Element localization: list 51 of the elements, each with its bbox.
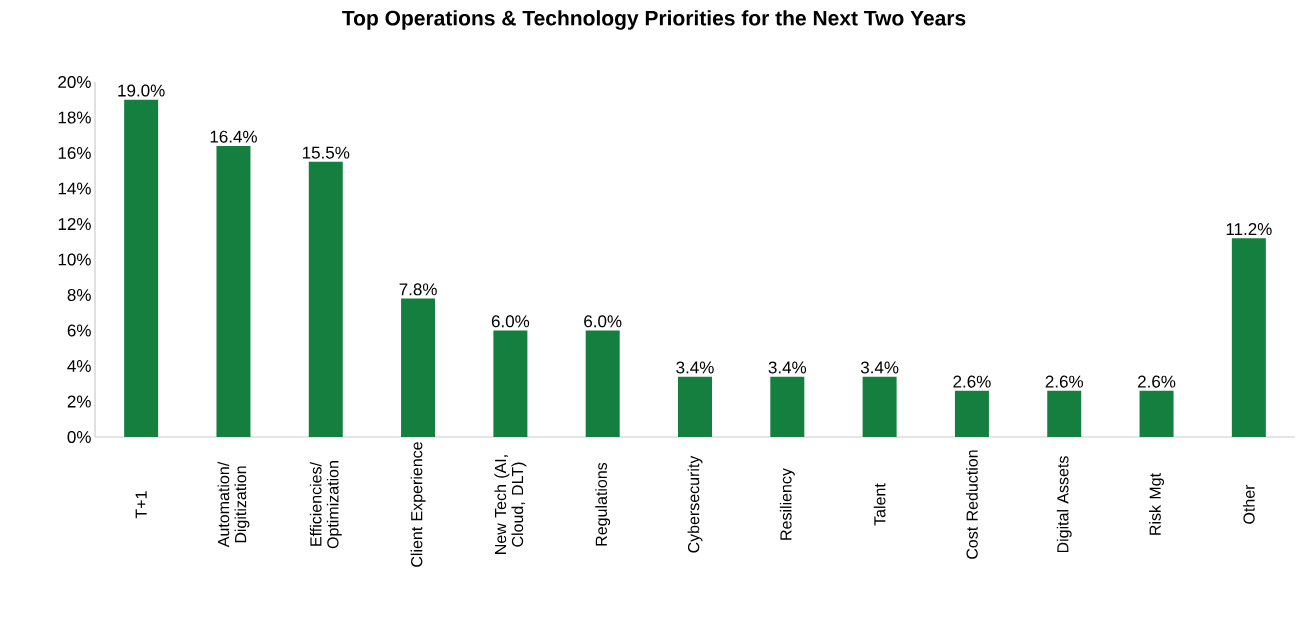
- x-tick-label: Talent: [873, 483, 886, 526]
- bar: [954, 390, 989, 437]
- x-tick-label: Efficiencies/ Optimization: [309, 461, 342, 549]
- x-tick-label: Regulations: [595, 462, 611, 546]
- y-tick-label: 16%: [58, 146, 91, 160]
- y-tick-label: 18%: [58, 111, 91, 124]
- bar: [493, 330, 528, 437]
- data-label: 6.0%: [491, 315, 530, 328]
- bar: [216, 145, 251, 437]
- x-tick-label: Cost Reduction: [966, 450, 978, 559]
- data-label: 16.4%: [210, 130, 257, 143]
- data-label: 3.4%: [860, 361, 899, 374]
- x-tick-label: T+1: [135, 491, 147, 519]
- y-tick-label: 0%: [67, 430, 91, 444]
- x-tick-label: Automation/ Digitization: [217, 461, 250, 548]
- y-tick-label: 20%: [58, 75, 91, 89]
- data-label: 2.6%: [1138, 375, 1176, 388]
- bar: [1047, 390, 1082, 437]
- data-label: 15.5%: [302, 146, 350, 159]
- data-label: 6.0%: [584, 315, 622, 328]
- bar: [770, 376, 805, 437]
- data-label: 2.6%: [953, 375, 991, 388]
- data-label: 7.8%: [399, 283, 437, 296]
- x-tick-label: Resiliency: [779, 468, 795, 540]
- x-tick-label: Other: [1242, 484, 1255, 524]
- x-tick-label: New Tech (AI, Cloud, DLT): [494, 455, 527, 554]
- bar: [401, 298, 436, 437]
- bar: [678, 376, 712, 437]
- data-label: 11.2%: [1226, 223, 1272, 235]
- y-tick-label: 4%: [67, 360, 91, 372]
- bar: [308, 161, 343, 437]
- x-tick-label: Cybersecurity: [687, 455, 703, 553]
- data-label: 3.4%: [768, 361, 807, 374]
- y-tick-label: 12%: [58, 218, 91, 230]
- bar: [585, 330, 620, 437]
- y-tick-label: 14%: [58, 182, 91, 195]
- bar: [124, 99, 159, 437]
- bar: [862, 376, 897, 437]
- y-tick-label: 6%: [67, 324, 91, 337]
- x-tick-label: Risk Mgt: [1149, 473, 1164, 535]
- y-tick-label: 10%: [58, 253, 91, 266]
- x-tick-label: Digital Assets: [1056, 456, 1072, 553]
- y-tick-label: 2%: [67, 395, 91, 408]
- data-label: 3.4%: [676, 361, 714, 374]
- y-tick-label: 8%: [67, 288, 91, 302]
- chart-title: Top Operations & Technology Priorities for the Next Two Years: [342, 10, 966, 30]
- data-label: 19.0%: [118, 84, 165, 97]
- x-tick-label: Client Experience: [410, 442, 426, 567]
- bar: [1139, 390, 1174, 437]
- bar: [1231, 238, 1266, 437]
- data-label: 2.6%: [1045, 375, 1083, 388]
